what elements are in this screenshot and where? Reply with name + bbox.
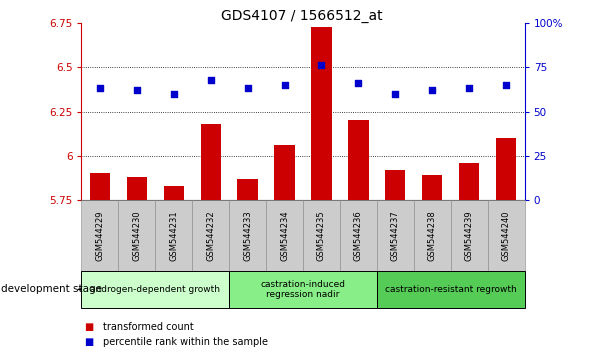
Text: GDS4107 / 1566512_at: GDS4107 / 1566512_at — [221, 9, 382, 23]
Text: GSM544237: GSM544237 — [391, 210, 400, 261]
Point — [391, 91, 400, 97]
Point — [169, 91, 178, 97]
Point — [280, 82, 289, 88]
Text: GSM544231: GSM544231 — [169, 210, 178, 261]
Point — [428, 87, 437, 93]
Text: GSM544233: GSM544233 — [243, 210, 252, 261]
Bar — [163, 186, 184, 200]
Text: GSM544236: GSM544236 — [354, 210, 363, 261]
Text: ■: ■ — [84, 337, 93, 347]
Bar — [311, 27, 332, 200]
Bar — [201, 124, 221, 200]
Text: GSM544229: GSM544229 — [95, 210, 104, 261]
Text: androgen-dependent growth: androgen-dependent growth — [90, 285, 220, 294]
Bar — [274, 145, 295, 200]
Text: GSM544238: GSM544238 — [428, 210, 437, 261]
Bar — [422, 175, 443, 200]
Text: percentile rank within the sample: percentile rank within the sample — [103, 337, 268, 347]
Point — [206, 77, 215, 82]
Text: GSM544239: GSM544239 — [465, 210, 474, 261]
Bar — [127, 177, 147, 200]
Point — [243, 86, 253, 91]
Point — [501, 82, 511, 88]
Text: ■: ■ — [84, 322, 93, 332]
Text: GSM544240: GSM544240 — [502, 210, 511, 261]
Text: transformed count: transformed count — [103, 322, 193, 332]
Bar — [90, 173, 110, 200]
Point — [353, 80, 363, 86]
Text: GSM544235: GSM544235 — [317, 210, 326, 261]
Text: castration-resistant regrowth: castration-resistant regrowth — [385, 285, 517, 294]
Point — [464, 86, 474, 91]
Bar — [349, 120, 368, 200]
Text: castration-induced
regression nadir: castration-induced regression nadir — [260, 280, 346, 299]
Text: development stage: development stage — [1, 284, 101, 295]
Text: GSM544234: GSM544234 — [280, 210, 289, 261]
Bar — [496, 138, 516, 200]
Bar — [459, 163, 479, 200]
Bar — [238, 179, 257, 200]
Point — [132, 87, 142, 93]
Bar — [385, 170, 405, 200]
Point — [317, 63, 326, 68]
Text: GSM544232: GSM544232 — [206, 210, 215, 261]
Text: GSM544230: GSM544230 — [132, 210, 141, 261]
Point — [95, 86, 105, 91]
